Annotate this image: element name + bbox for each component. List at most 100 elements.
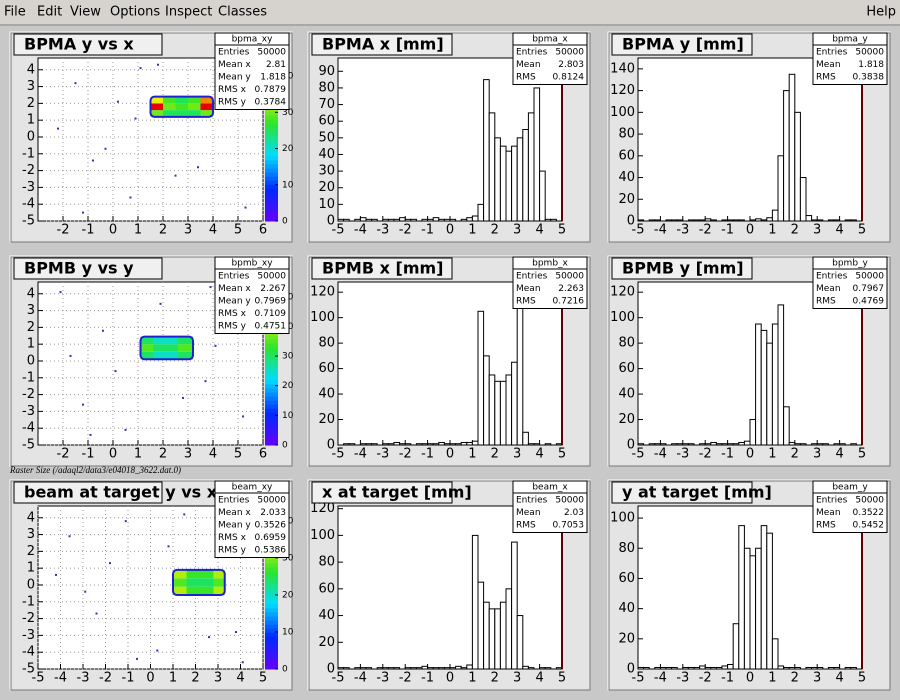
stats-label: RMS bbox=[516, 73, 536, 83]
y-tick-label: -4 bbox=[22, 645, 35, 660]
palette-step bbox=[265, 139, 278, 145]
palette-step bbox=[265, 579, 278, 584]
menu-item[interactable]: Help bbox=[866, 5, 896, 20]
histogram-bin bbox=[488, 374, 496, 446]
heatmap-cell bbox=[150, 110, 163, 117]
plot-frame bbox=[337, 281, 563, 446]
y-tick-label: 20 bbox=[318, 180, 335, 195]
stats-label: RMS bbox=[516, 297, 536, 307]
heatmap-cell bbox=[200, 103, 213, 111]
menu-item[interactable]: View bbox=[70, 5, 101, 20]
histogram-bin bbox=[499, 145, 507, 222]
y-tick-label: 80 bbox=[318, 336, 335, 351]
heatmap-cell bbox=[140, 336, 153, 345]
menu-item[interactable]: Inspect bbox=[165, 5, 212, 20]
x-tick-label: -5 bbox=[332, 671, 345, 686]
histogram-bin bbox=[494, 608, 501, 670]
stats-box bbox=[512, 480, 588, 533]
palette-step bbox=[265, 363, 278, 369]
scatter-point bbox=[57, 127, 59, 130]
x-tick-label: 1 bbox=[169, 671, 177, 686]
x-tick-label: -4 bbox=[354, 447, 367, 462]
y-tick-label: 20 bbox=[318, 635, 335, 650]
plot-frame-outline bbox=[337, 57, 563, 222]
y-tick-label: -2 bbox=[22, 611, 35, 626]
y-tick-label: -4 bbox=[22, 197, 35, 212]
x-tick-label: -2 bbox=[57, 447, 70, 462]
y-tick-label: 0 bbox=[627, 662, 635, 677]
x-tick-label: -2 bbox=[99, 671, 112, 686]
heatmap-cell bbox=[153, 344, 166, 352]
heatmap-cell bbox=[173, 569, 187, 579]
x-tick-label: -3 bbox=[676, 223, 689, 238]
stats-value: 0.3526 bbox=[255, 521, 287, 531]
stats-name: beam_xy bbox=[232, 483, 273, 493]
y-tick-label: 100 bbox=[610, 310, 635, 325]
stats-value: 2.803 bbox=[558, 60, 584, 70]
palette-step bbox=[265, 119, 278, 124]
x-tick-label: -1 bbox=[721, 671, 734, 686]
y-tick-label: 60 bbox=[618, 571, 635, 586]
heatmap-cell bbox=[186, 586, 200, 596]
palette-step bbox=[265, 212, 278, 218]
x-tick-label: -1 bbox=[421, 671, 434, 686]
x-tick-label: 2 bbox=[791, 223, 799, 238]
scatter-point bbox=[102, 329, 104, 332]
histogram-bin bbox=[499, 380, 507, 446]
scatter-point bbox=[157, 63, 159, 66]
menu-item[interactable]: File bbox=[4, 5, 26, 20]
y-tick-label: 1 bbox=[27, 113, 35, 128]
scatter-point bbox=[89, 433, 92, 436]
y-tick-label: 120 bbox=[310, 501, 335, 516]
heatmap-cell bbox=[200, 578, 214, 587]
palette-step bbox=[265, 208, 278, 214]
plot-frame-outline bbox=[337, 281, 563, 446]
histogram-bin bbox=[471, 534, 479, 670]
panel-title: BPMB y vs y bbox=[24, 259, 134, 278]
x-tick-label: -5 bbox=[332, 223, 345, 238]
palette-step bbox=[265, 640, 278, 646]
scatter-point bbox=[214, 344, 217, 347]
menu-item[interactable]: Edit bbox=[37, 5, 62, 20]
heatmap-cell bbox=[188, 103, 201, 111]
histogram-bin bbox=[777, 304, 785, 446]
stats-value: 50000 bbox=[257, 272, 286, 282]
y-tick-label: 80 bbox=[618, 541, 635, 556]
z-tick-label: 20 bbox=[282, 590, 294, 600]
menu-item[interactable]: Options bbox=[110, 5, 160, 20]
palette-step bbox=[265, 616, 278, 621]
z-tick-label: 30 bbox=[282, 108, 294, 118]
z-tick-label: 10 bbox=[282, 411, 294, 421]
palette-step bbox=[265, 400, 278, 405]
panel-title: BPMA x [mm] bbox=[322, 35, 444, 54]
palette-step bbox=[265, 123, 278, 128]
palette-step bbox=[265, 387, 278, 393]
palette-step bbox=[265, 159, 278, 165]
stats-label: Mean bbox=[816, 508, 841, 518]
palette-step bbox=[265, 143, 278, 149]
palette-step bbox=[265, 200, 278, 206]
y-tick-label: 2 bbox=[27, 320, 35, 335]
scatter-point bbox=[124, 428, 127, 431]
y-tick-label: 30 bbox=[318, 164, 335, 179]
palette-step bbox=[265, 127, 278, 132]
heatmap-cell bbox=[200, 569, 214, 579]
palette-step bbox=[265, 628, 278, 633]
palette-step bbox=[265, 367, 278, 373]
x-tick-label: -4 bbox=[354, 223, 367, 238]
title-box bbox=[611, 33, 753, 56]
histogram-bin bbox=[760, 525, 768, 670]
stats-value: 50000 bbox=[257, 48, 286, 58]
stats-value: 50000 bbox=[855, 48, 884, 58]
heatmap-cell bbox=[200, 96, 213, 104]
stats-box bbox=[214, 480, 290, 558]
x-tick-label: -3 bbox=[376, 447, 389, 462]
stats-name: bpmb_x bbox=[532, 259, 568, 269]
y-tick-label: 80 bbox=[318, 80, 335, 95]
stats-box bbox=[812, 32, 888, 85]
scatter-point bbox=[204, 380, 207, 383]
heatmap-cell bbox=[213, 578, 225, 587]
menu-item[interactable]: Classes bbox=[218, 5, 267, 20]
y-tick-label: 40 bbox=[618, 387, 635, 402]
y-tick-label: 1 bbox=[27, 561, 35, 576]
